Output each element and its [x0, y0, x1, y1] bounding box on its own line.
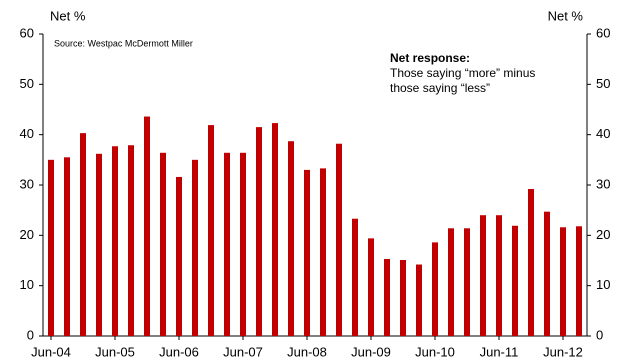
bar [176, 176, 182, 336]
y-tick-label: 30 [20, 176, 34, 191]
x-tick-label: Jun-10 [415, 344, 455, 359]
bar [80, 133, 86, 336]
bar [144, 116, 150, 337]
x-tick-label: Jun-06 [159, 344, 199, 359]
y-tick-label: 40 [20, 126, 34, 141]
bar [128, 145, 134, 336]
y2-tick-label: 10 [596, 277, 610, 292]
bar [112, 146, 118, 336]
bar [240, 152, 246, 336]
y-tick-label: 60 [20, 25, 34, 40]
bar [160, 152, 166, 336]
bar [320, 168, 326, 336]
y-axis-label: Net % [50, 8, 86, 23]
bar [352, 218, 358, 336]
y2-axis-label: Net % [548, 8, 584, 23]
source: Source: Westpac McDermott Miller [54, 38, 193, 48]
y-tick-label: 20 [20, 227, 34, 242]
bar [208, 125, 214, 336]
x-tick-label: Jun-08 [287, 344, 327, 359]
bar [464, 228, 470, 336]
bar [512, 225, 518, 336]
bar [544, 211, 550, 336]
annotation-line: Those saying “more” minus [390, 66, 535, 80]
bar [336, 143, 342, 336]
bar [272, 123, 278, 336]
bar [288, 141, 294, 336]
y2-tick-label: 60 [596, 25, 610, 40]
y2-tick-label: 20 [596, 227, 610, 242]
bar [560, 227, 566, 336]
annotation-line: those saying “less” [390, 81, 490, 95]
bar [448, 228, 454, 336]
bar [432, 242, 438, 336]
y-tick-label: 10 [20, 277, 34, 292]
bar [224, 152, 230, 336]
bar [256, 127, 262, 336]
bar [384, 258, 390, 336]
bar [192, 159, 198, 336]
x-tick-label: Jun-09 [351, 344, 391, 359]
bar [576, 226, 582, 336]
x-tick-label: Jun-12 [543, 344, 583, 359]
bar [304, 169, 310, 336]
bar [480, 215, 486, 336]
bar [96, 153, 102, 336]
bar [368, 238, 374, 336]
x-tick-label: Jun-11 [480, 344, 519, 359]
x-tick-label: Jun-07 [223, 344, 263, 359]
y2-tick-label: 50 [596, 76, 610, 91]
bar [64, 157, 70, 336]
y2-tick-label: 30 [596, 176, 610, 191]
x-tick-label: Jun-04 [31, 344, 71, 359]
y-tick-label: 0 [27, 327, 34, 342]
bar [400, 259, 406, 336]
bar [416, 264, 422, 336]
y2-tick-label: 0 [596, 327, 603, 342]
bar [496, 215, 502, 336]
y-tick-label: 50 [20, 76, 34, 91]
y2-tick-label: 40 [596, 126, 610, 141]
x-tick-label: Jun-05 [95, 344, 135, 359]
annotation-title: Net response: [390, 51, 470, 65]
bar [528, 189, 534, 336]
bar [48, 159, 54, 336]
